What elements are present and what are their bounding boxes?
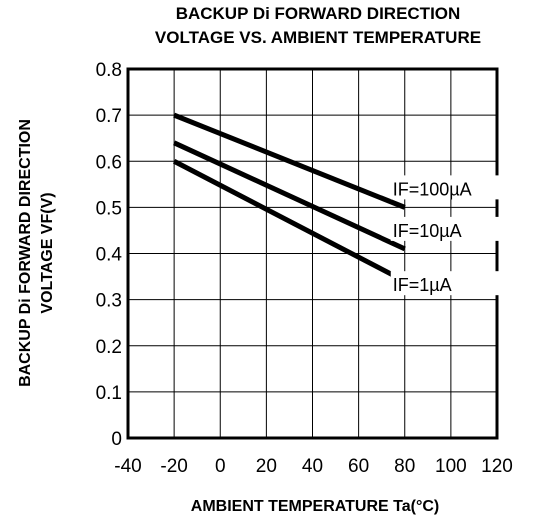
series-line: [173, 140, 406, 252]
series-labels: IF=100µA IF=10µA IF=1µA: [390, 175, 509, 296]
y-tick-label: 0.1: [96, 383, 122, 404]
y-tick-label: 0: [111, 429, 122, 450]
y-tick-label: 0.7: [96, 106, 122, 127]
y-tick-labels: 0 0.1 0.2 0.3 0.4 0.5 0.6 0.7 0.8: [96, 60, 123, 450]
y-tick-label: 0.5: [96, 198, 122, 219]
series-line: [173, 112, 406, 210]
x-tick-label: 60: [348, 456, 369, 477]
x-tick-labels: -40 -20 0 20 40 60 80 100 120: [114, 456, 513, 477]
series-label: IF=1µA: [393, 275, 452, 295]
x-tick-label: 80: [394, 456, 415, 477]
series-label: IF=10µA: [393, 221, 462, 241]
x-tick-label: 120: [481, 456, 513, 477]
x-tick-label: 0: [215, 456, 226, 477]
y-axis-label-line-1: BACKUP Di FORWARD DIRECTION: [17, 119, 34, 387]
series-label: IF=100µA: [393, 179, 472, 199]
series-line: [172, 159, 406, 284]
x-tick-label: -20: [160, 456, 187, 477]
y-tick-label: 0.8: [96, 60, 122, 81]
x-tick-label: -40: [114, 456, 141, 477]
grid: [128, 69, 497, 438]
x-tick-label: 20: [256, 456, 277, 477]
y-tick-label: 0.4: [96, 245, 123, 266]
y-tick-label: 0.3: [96, 291, 122, 312]
chart-title-line-2: VOLTAGE VS. AMBIENT TEMPERATURE: [155, 28, 481, 47]
x-tick-label: 40: [302, 456, 323, 477]
plot-frame: [126, 67, 499, 440]
series-group: [172, 112, 406, 284]
y-tick-label: 0.2: [96, 337, 122, 358]
x-axis-label: AMBIENT TEMPERATURE Ta(°C): [191, 498, 439, 515]
series-label-background: [390, 271, 509, 296]
series-label-background: [390, 175, 509, 200]
chart-title-line-1: BACKUP Di FORWARD DIRECTION: [176, 4, 461, 23]
y-axis-label-line-2: VOLTAGE VF(V): [39, 192, 56, 313]
x-tick-label: 100: [435, 456, 467, 477]
y-tick-label: 0.6: [96, 152, 122, 173]
series-label-background: [390, 216, 509, 241]
